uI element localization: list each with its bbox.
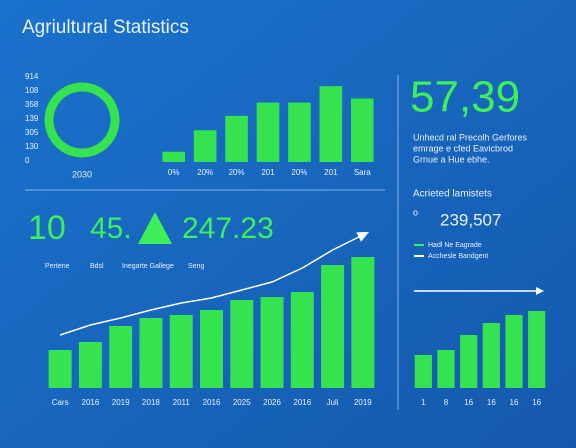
gauge-text: 10 <box>28 209 66 247</box>
bar <box>482 323 500 388</box>
x-tick-label: 0% <box>168 168 180 177</box>
bar <box>230 300 254 388</box>
side-label: 914 <box>25 72 39 81</box>
panel-title: Acrieted lamistets <box>413 189 492 200</box>
bar <box>193 130 217 162</box>
x-tick-label: 2026 <box>263 398 281 407</box>
sub-label: Bdsl <box>90 263 104 270</box>
side-label: 108 <box>25 86 39 95</box>
sub-label: Inegarte Gallege <box>122 263 174 270</box>
x-tick-label: 16 <box>487 398 496 407</box>
x-tick-label: 8 <box>444 398 449 407</box>
x-tick-label: 2019 <box>354 398 372 407</box>
bar <box>256 102 280 162</box>
caption: Unhecd ral Precolh Gerfores <box>413 132 528 142</box>
bar <box>319 86 343 162</box>
bar <box>199 310 224 388</box>
x-tick-label: 20% <box>229 168 245 177</box>
bar <box>109 326 133 388</box>
arrow-head <box>536 287 544 295</box>
x-tick-label: 2011 <box>173 398 191 407</box>
x-tick-label: Sara <box>354 168 371 177</box>
caption: Grnue a Hue ebhe. <box>413 154 490 164</box>
bar <box>350 98 374 162</box>
side-label: 305 <box>25 128 39 137</box>
x-tick-label: 2016 <box>293 398 311 407</box>
bullet: o <box>413 207 418 217</box>
side-label: 130 <box>25 142 39 151</box>
x-tick-label: 2025 <box>233 398 251 407</box>
x-tick-label: 201 <box>324 168 338 177</box>
x-tick-label: 20% <box>197 168 213 177</box>
bar <box>139 318 163 388</box>
sub-label: Pertene <box>45 263 70 270</box>
triangle-icon <box>138 212 172 244</box>
donut-arc <box>44 82 120 158</box>
bar <box>351 257 375 388</box>
bar <box>321 265 345 388</box>
x-tick-label: 2016 <box>203 398 221 407</box>
kpi-left: 45. <box>90 212 132 245</box>
bar <box>460 335 478 388</box>
bar <box>437 350 455 388</box>
side-label: 139 <box>25 114 39 123</box>
trend-arrow <box>356 231 370 242</box>
x-tick-label: 16 <box>464 398 473 407</box>
x-tick-label: 16 <box>532 398 541 407</box>
bar <box>169 315 193 388</box>
x-tick-label: 16 <box>510 398 519 407</box>
legend-text: Hadl Ne Eagrade <box>428 242 482 249</box>
bar <box>162 151 186 162</box>
x-tick-label: 201 <box>261 168 275 177</box>
bar <box>225 115 248 162</box>
bar <box>288 102 311 162</box>
bar <box>290 292 314 388</box>
x-tick-label: 2016 <box>82 398 100 407</box>
panel-value: 239,507 <box>440 210 501 229</box>
x-tick-label: 1 <box>421 398 426 407</box>
bar <box>260 297 284 388</box>
caption: emrage e cfed Eavicbrod <box>413 143 513 153</box>
kpi-right: 247.23 <box>182 212 274 245</box>
bar <box>414 355 432 388</box>
x-tick-label: Juli <box>327 398 339 407</box>
bar <box>78 342 102 388</box>
x-tick-label: Cars <box>52 398 69 407</box>
trend-line <box>59 234 364 336</box>
kpi-main: 57,39 <box>410 73 520 122</box>
bar <box>48 350 72 388</box>
bar <box>528 311 546 388</box>
bar <box>505 315 523 388</box>
x-tick-label: 2019 <box>112 398 130 407</box>
side-label: 0 <box>25 156 30 165</box>
title: Agriultural Statistics <box>22 17 189 38</box>
x-tick-label: 20% <box>291 168 307 177</box>
donut-label: 2030 <box>72 169 92 179</box>
legend-text: Acchesle Bandgent <box>428 253 488 260</box>
x-tick-label: 2018 <box>142 398 160 407</box>
side-label: 358 <box>25 100 39 109</box>
sub-label: Seng <box>188 263 204 270</box>
